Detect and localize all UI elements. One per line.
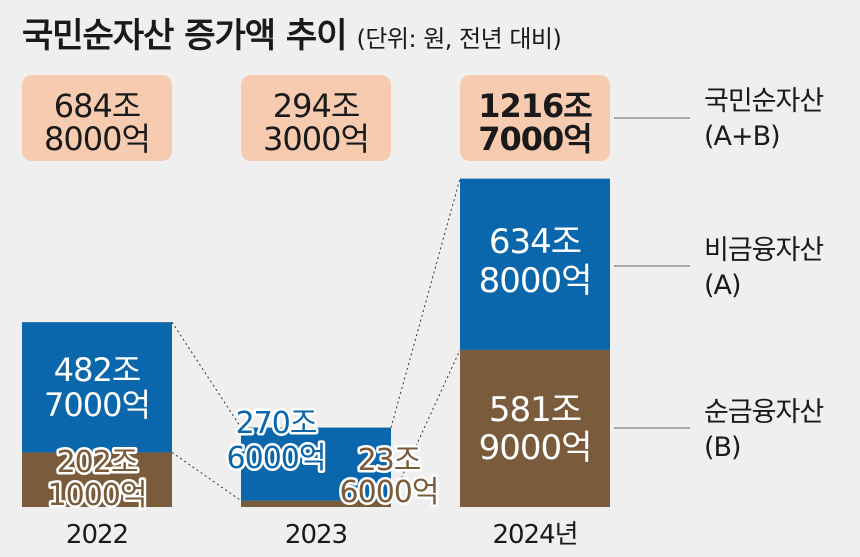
- total-box-2022: [22, 75, 172, 161]
- data-label-net-financial-2022-line1: 202조: [57, 445, 138, 480]
- total-label-2023-line1: 294조: [273, 87, 360, 125]
- chart-title: 국민순자산 증가액 추이: [22, 16, 347, 56]
- legend-label-non-financial: 비금융자산: [704, 235, 823, 266]
- bar-non-financial-2023: [241, 427, 391, 501]
- data-label-non-financial-2022-line2: 7000억: [44, 386, 150, 424]
- data-label-non-financial-2022-line1: 482조: [54, 351, 141, 389]
- legend-label-total: 국민순자산: [704, 86, 823, 117]
- total-label-2022-line2: 8000억: [44, 120, 150, 158]
- bar-non-financial-2022: [22, 322, 172, 453]
- x-tick-label-2: 2024년: [492, 520, 577, 550]
- chart-header: 국민순자산 증가액 추이 (단위: 원, 전년 대비): [22, 8, 562, 57]
- data-label-non-financial-2023-line1: 270조: [236, 406, 317, 441]
- bar-net-financial-2022: [22, 452, 172, 507]
- total-label-2023-line2: 3000억: [263, 120, 369, 158]
- data-label-net-financial-2023-line2: 6000억: [340, 475, 439, 510]
- total-label-2024년-line2: 7000억: [478, 120, 592, 158]
- legend-label-net-financial: 순금융자산: [704, 397, 823, 428]
- bar-non-financial-2024년: [460, 178, 610, 350]
- total-box-2024년: [460, 75, 610, 161]
- data-label-net-financial-2023-line1: 23조: [358, 443, 421, 478]
- total-label-2022-line1: 684조: [54, 87, 141, 125]
- data-label-non-financial-2024-line1: 634조: [489, 222, 581, 262]
- legend-sublabel-total: (A+B): [704, 121, 780, 152]
- unit-note: (단위: 원, 전년 대비): [356, 25, 562, 53]
- connector-2022-2023-top: [171, 321, 242, 428]
- legend-sublabel-net-financial: (B): [704, 432, 741, 463]
- data-label-non-financial-2024-line2: 8000억: [479, 261, 592, 301]
- data-label-non-financial-2023-line2: 6000억: [227, 441, 326, 476]
- x-tick-label-0: 2022: [66, 520, 128, 550]
- connector-2022-2023-fin: [171, 452, 242, 502]
- bar-net-financial-2024년: [460, 349, 610, 507]
- data-label-net-financial-2022-line2: 1000억: [48, 478, 147, 513]
- total-box-2023: [241, 75, 391, 161]
- data-label-net-financial-2024-line1: 581조: [489, 390, 581, 430]
- data-label-net-financial-2024-line2: 9000억: [479, 428, 592, 468]
- legend-sublabel-non-financial: (A): [704, 270, 741, 301]
- x-tick-label-1: 2023: [285, 520, 347, 550]
- bar-net-financial-2023: [241, 500, 391, 507]
- connector-2023-2024-top: [390, 178, 461, 428]
- total-label-2024년-line1: 1216조: [478, 87, 592, 125]
